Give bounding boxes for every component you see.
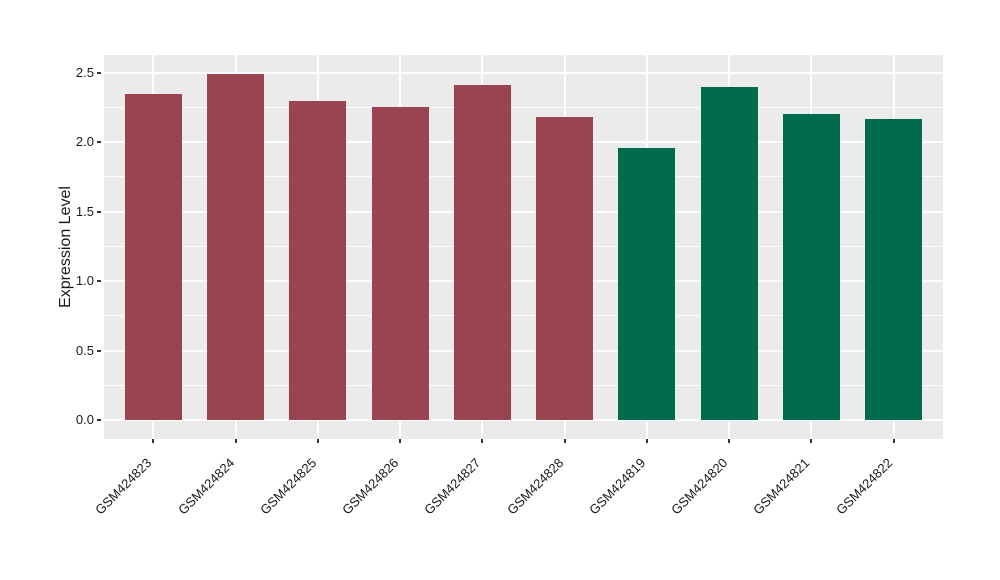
y-tick-mark	[97, 280, 101, 283]
x-tick-mark	[728, 439, 731, 443]
gridline-minor	[104, 176, 943, 178]
x-tick-label-GSM424822: GSM424822	[832, 455, 895, 518]
y-tick-label: 0.5	[75, 342, 94, 358]
y-tick-mark	[97, 419, 101, 421]
x-tick-mark	[316, 439, 319, 443]
gridline-major	[104, 210, 943, 213]
gridline-minor	[104, 245, 943, 247]
x-tick-mark	[645, 439, 648, 443]
bar-GSM424827	[453, 85, 511, 420]
x-tick-mark	[234, 439, 237, 443]
y-tick-mark	[97, 141, 101, 144]
gridline-major	[104, 71, 943, 74]
bar-GSM424823	[124, 93, 182, 420]
gridline-major	[104, 141, 943, 144]
bar-GSM424820	[700, 86, 758, 420]
y-tick-label: 2.5	[75, 64, 94, 80]
y-tick-mark	[97, 349, 101, 352]
bar-GSM424821	[782, 114, 840, 420]
bar-GSM424828	[536, 117, 594, 420]
x-tick-mark	[481, 439, 484, 443]
y-tick-label: 1.5	[75, 203, 94, 219]
bar-GSM424824	[207, 74, 265, 420]
bar-GSM424819	[618, 147, 676, 420]
bar-GSM424826	[371, 107, 429, 420]
gridline-major	[104, 349, 943, 352]
gridline-major	[104, 280, 943, 283]
x-tick-mark	[810, 439, 813, 443]
x-tick-mark	[892, 439, 895, 443]
gridline-minor	[104, 315, 943, 317]
bar-GSM424825	[289, 100, 347, 420]
x-tick-mark	[399, 439, 402, 443]
gridline-minor	[104, 384, 943, 386]
gridline-minor	[104, 106, 943, 108]
y-tick-label: 0.0	[75, 412, 94, 427]
bar-GSM424822	[865, 118, 923, 420]
y-tick-mark	[97, 210, 101, 213]
x-tick-mark	[563, 439, 566, 443]
y-tick-mark	[97, 71, 101, 74]
x-tick-mark	[152, 439, 155, 443]
plot-panel	[104, 55, 943, 439]
y-tick-label: 2.0	[75, 134, 94, 150]
gridline-major	[104, 419, 943, 421]
y-tick-label: 1.0	[75, 273, 94, 289]
